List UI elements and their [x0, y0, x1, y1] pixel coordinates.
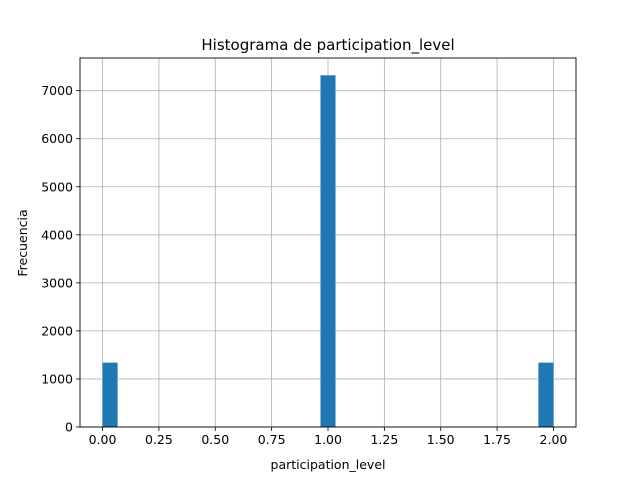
chart-title: Histograma de participation_level	[201, 36, 454, 55]
x-tick-label-6: 1.50	[427, 432, 455, 447]
x-tick-label-3: 0.75	[258, 432, 286, 447]
x-tick-label-5: 1.25	[370, 432, 398, 447]
x-axis-label: participation_level	[271, 457, 386, 472]
x-tick-label-1: 0.25	[145, 432, 173, 447]
bars	[102, 75, 554, 427]
y-axis-label: Frecuencia	[15, 209, 30, 276]
histogram-bar-2	[538, 362, 554, 427]
y-tick-label-6: 6000	[41, 131, 73, 146]
x-tick-label-0: 0.00	[89, 432, 117, 447]
x-axis-ticks: 0.00 0.25 0.50 0.75 1.00 1.25 1.50 1.75 2.00	[89, 427, 568, 447]
x-tick-label-8: 2.00	[540, 432, 568, 447]
y-tick-label-0: 0	[65, 420, 73, 435]
y-tick-label-1: 1000	[41, 371, 73, 386]
x-tick-label-7: 1.75	[483, 432, 511, 447]
histogram-bar-0	[102, 362, 118, 427]
y-tick-label-2: 2000	[41, 323, 73, 338]
y-tick-label-7: 7000	[41, 83, 73, 98]
x-tick-label-4: 1.00	[314, 432, 342, 447]
y-axis-ticks: 0 1000 2000 3000 4000 5000 6000 7000	[41, 83, 80, 435]
y-tick-label-5: 5000	[41, 179, 73, 194]
y-tick-label-3: 3000	[41, 275, 73, 290]
histogram-bar-1	[320, 75, 336, 427]
x-tick-label-2: 0.50	[201, 432, 229, 447]
y-tick-label-4: 4000	[41, 227, 73, 242]
